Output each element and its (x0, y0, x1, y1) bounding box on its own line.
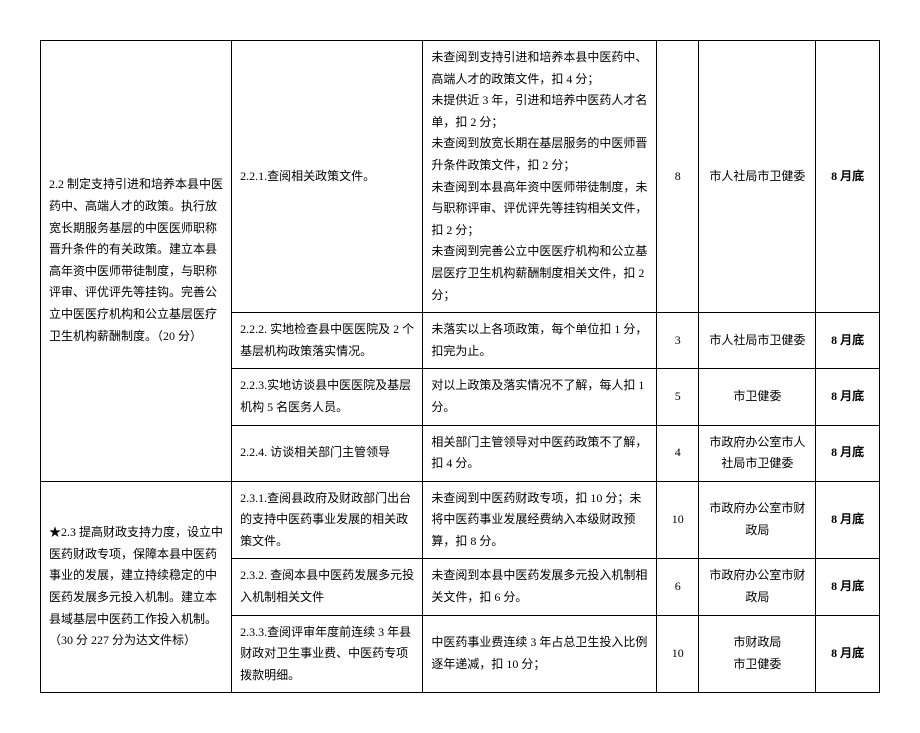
dept-cell: 市政府办公室市人社局市卫健委 (699, 425, 816, 481)
policy-table: 2.2 制定支持引进和培养本县中医药中、高端人才的政策。执行放宽长期服务基层的中… (40, 40, 880, 693)
deadline-cell: 8 月底 (816, 481, 880, 559)
deadline-cell: 8 月底 (816, 615, 880, 693)
dept-cell: 市卫健委 (699, 369, 816, 425)
table-row: 2.2 制定支持引进和培养本县中医药中、高端人才的政策。执行放宽长期服务基层的中… (41, 41, 880, 313)
deadline-cell: 8 月底 (816, 313, 880, 369)
score-cell: 4 (656, 425, 698, 481)
score-cell: 6 (656, 559, 698, 615)
score-cell: 10 (656, 481, 698, 559)
criteria-cell: 中医药事业费连续 3 年占总卫生投入比例逐年递减，扣 10 分； (423, 615, 657, 693)
item-cell: 2.2.4. 访谈相关部门主管领导 (232, 425, 423, 481)
deadline-cell: 8 月底 (816, 425, 880, 481)
criteria-cell: 未查阅到本县中医药发展多元投入机制相关文件，扣 6 分。 (423, 559, 657, 615)
score-cell: 3 (656, 313, 698, 369)
item-cell: 2.2.2. 实地检查县中医医院及 2 个基层机构政策落实情况。 (232, 313, 423, 369)
category-cell: 2.2 制定支持引进和培养本县中医药中、高端人才的政策。执行放宽长期服务基层的中… (41, 41, 232, 482)
item-cell: 2.2.1.查阅相关政策文件。 (232, 41, 423, 313)
criteria-cell: 未查阅到中医药财政专项，扣 10 分；未将中医药事业发展经费纳入本级财政预算，扣… (423, 481, 657, 559)
score-cell: 5 (656, 369, 698, 425)
item-cell: 2.3.1.查阅县政府及财政部门出台的支持中医药事业发展的相关政策文件。 (232, 481, 423, 559)
deadline-cell: 8 月底 (816, 559, 880, 615)
dept-cell: 市政府办公室市财政局 (699, 559, 816, 615)
score-cell: 10 (656, 615, 698, 693)
table-row: ★2.3 提高财政支持力度，设立中医药财政专项，保障本县中医药事业的发展，建立持… (41, 481, 880, 559)
criteria-cell: 未落实以上各项政策，每个单位扣 1 分，扣完为止。 (423, 313, 657, 369)
dept-cell: 市政府办公室市财政局 (699, 481, 816, 559)
dept-cell: 市财政局市卫健委 (699, 615, 816, 693)
deadline-cell: 8 月底 (816, 41, 880, 313)
category-cell: ★2.3 提高财政支持力度，设立中医药财政专项，保障本县中医药事业的发展，建立持… (41, 481, 232, 693)
item-cell: 2.3.2. 查阅本县中医药发展多元投入机制相关文件 (232, 559, 423, 615)
item-cell: 2.2.3.实地访谈县中医医院及基层机构 5 名医务人员。 (232, 369, 423, 425)
item-cell: 2.3.3.查阅评审年度前连续 3 年县财政对卫生事业费、中医药专项拨款明细。 (232, 615, 423, 693)
dept-cell: 市人社局市卫健委 (699, 41, 816, 313)
criteria-cell: 相关部门主管领导对中医药政策不了解，扣 4 分。 (423, 425, 657, 481)
criteria-cell: 对以上政策及落实情况不了解，每人扣 1 分。 (423, 369, 657, 425)
deadline-cell: 8 月底 (816, 369, 880, 425)
criteria-cell: 未查阅到支持引进和培养本县中医药中、高端人才的政策文件，扣 4 分；未提供近 3… (423, 41, 657, 313)
score-cell: 8 (656, 41, 698, 313)
dept-cell: 市人社局市卫健委 (699, 313, 816, 369)
